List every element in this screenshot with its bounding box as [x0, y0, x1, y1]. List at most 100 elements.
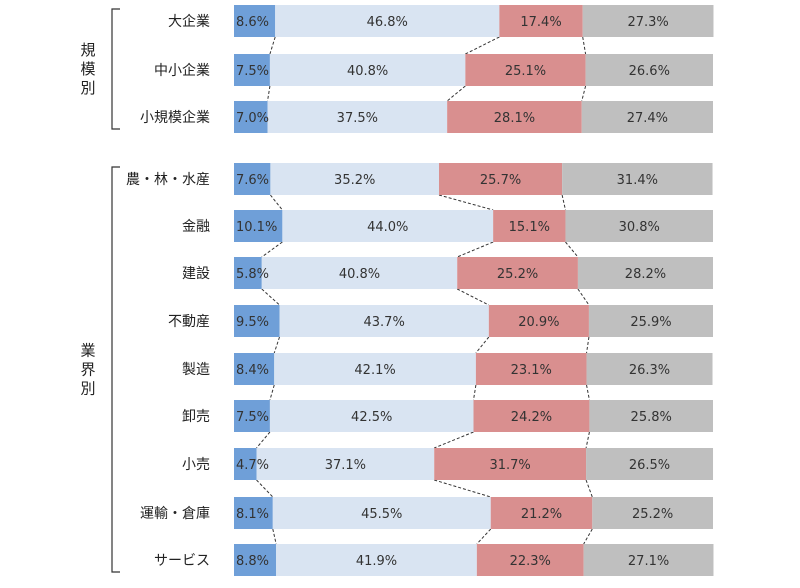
group-label: 業界別: [80, 342, 95, 398]
data-label: 8.6%: [236, 15, 269, 30]
connector-line: [261, 241, 283, 258]
data-label: 27.4%: [627, 111, 668, 126]
data-label: 24.2%: [511, 410, 552, 425]
data-label: 26.3%: [629, 363, 670, 378]
category-label: 卸売: [182, 409, 210, 425]
data-label: 7.6%: [236, 173, 269, 188]
category-label: 大企業: [168, 13, 210, 30]
data-label: 23.1%: [511, 363, 552, 378]
bar-segment: [261, 257, 458, 289]
connector-line: [586, 384, 590, 401]
bar-segment: [488, 305, 589, 337]
bar-segment: [586, 448, 714, 480]
group-bracket: [111, 8, 120, 130]
connector-line: [434, 431, 474, 449]
data-label: 25.9%: [630, 315, 671, 330]
connector-line: [269, 36, 276, 55]
connector-line: [446, 85, 466, 102]
category-label: 不動産: [168, 314, 210, 330]
bar-segment: [276, 544, 477, 576]
bar-segment: [267, 101, 448, 133]
data-label: 8.1%: [236, 507, 269, 522]
bar-segment: [592, 497, 713, 529]
connector-line: [561, 194, 566, 211]
connector-line: [586, 336, 590, 354]
connector-line: [473, 384, 477, 401]
data-label: 43.7%: [364, 315, 405, 330]
data-label: 25.2%: [497, 267, 538, 282]
connector-line: [438, 194, 494, 211]
data-label: 4.7%: [236, 458, 269, 473]
data-label: 8.4%: [236, 363, 269, 378]
bar-segment: [583, 544, 714, 576]
bar-segment: [234, 101, 268, 133]
connector-line: [269, 384, 275, 401]
bar-segment: [234, 5, 276, 37]
bar-segment: [585, 54, 713, 86]
bar-segment: [490, 497, 593, 529]
data-label: 44.0%: [367, 220, 408, 235]
data-label: 27.1%: [628, 554, 669, 569]
bar-segment: [234, 54, 270, 86]
data-label: 35.2%: [334, 173, 375, 188]
connector-line: [583, 528, 593, 545]
data-label: 17.4%: [520, 15, 561, 30]
data-label: 9.5%: [236, 315, 269, 330]
data-label: 20.9%: [518, 315, 559, 330]
bar-segment: [447, 101, 582, 133]
data-label: 31.7%: [489, 458, 530, 473]
connector-line: [457, 241, 494, 258]
data-label: 40.8%: [347, 64, 388, 79]
bar-segment: [589, 400, 713, 432]
connector-line: [256, 431, 271, 449]
connector-line: [582, 36, 587, 55]
data-label: 37.5%: [337, 111, 378, 126]
bar-segment: [562, 163, 713, 195]
connector-line: [272, 528, 277, 545]
data-label: 8.8%: [236, 554, 269, 569]
bar-segment: [234, 305, 280, 337]
connector-line: [475, 336, 490, 354]
connector-line: [434, 479, 491, 498]
category-label: 中小企業: [154, 62, 210, 79]
data-label: 28.1%: [494, 111, 535, 126]
category-label: 小売: [182, 457, 210, 473]
category-label: 金融: [182, 219, 210, 235]
data-label: 37.1%: [325, 458, 366, 473]
labels-layer: 8.6% 46.8% 17.4% 27.3% 大企業 7.5% 40.8% 25.1% 26.6…: [126, 13, 673, 569]
connector-line: [270, 194, 283, 211]
connector-line: [581, 85, 587, 102]
bar-segment: [274, 353, 476, 385]
data-label: 10.1%: [236, 220, 277, 235]
connector-line: [585, 479, 593, 498]
bar-segment: [493, 210, 566, 242]
bars-layer: [234, 5, 714, 576]
data-label: 40.8%: [339, 267, 380, 282]
data-label: 22.3%: [510, 554, 551, 569]
data-label: 42.5%: [351, 410, 392, 425]
bar-segment: [586, 353, 713, 385]
bar-segment: [234, 448, 257, 480]
data-label: 25.8%: [631, 410, 672, 425]
category-label: サービス: [154, 553, 210, 569]
bar-segment: [269, 400, 474, 432]
connector-line: [565, 241, 579, 258]
data-label: 27.3%: [627, 15, 668, 30]
data-label: 5.8%: [236, 267, 269, 282]
connector-lines: [256, 36, 593, 545]
bar-segment: [588, 305, 713, 337]
data-label: 41.9%: [356, 554, 397, 569]
bar-segment: [581, 101, 713, 133]
bar-segment: [234, 257, 262, 289]
bar-segment: [234, 497, 273, 529]
category-label: 小規模企業: [140, 109, 210, 126]
data-label: 25.2%: [632, 507, 673, 522]
data-label: 28.2%: [625, 267, 666, 282]
bar-segment: [475, 353, 587, 385]
connector-line: [267, 85, 271, 102]
bar-segment: [582, 5, 714, 37]
data-label: 21.2%: [521, 507, 562, 522]
data-label: 45.5%: [361, 507, 402, 522]
data-label: 25.1%: [505, 64, 546, 79]
